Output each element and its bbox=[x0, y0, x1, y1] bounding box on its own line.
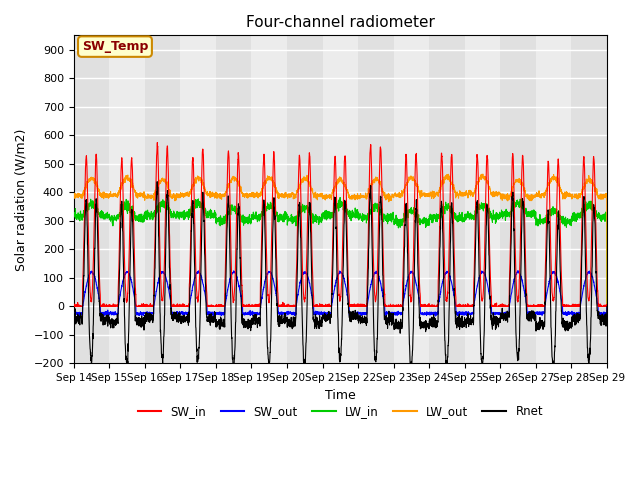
LW_in bbox=[131, 211, 138, 216]
Y-axis label: Solar radiation (W/m2): Solar radiation (W/m2) bbox=[15, 128, 28, 271]
Title: Four-channel radiometer: Four-channel radiometer bbox=[246, 15, 435, 30]
LW_out bbox=[70, 194, 77, 200]
Legend: SW_in, SW_out, LW_in, LW_out, Rnet: SW_in, SW_out, LW_in, LW_out, Rnet bbox=[133, 401, 548, 423]
Line: SW_out: SW_out bbox=[74, 271, 607, 316]
SW_out bbox=[175, 313, 183, 319]
SW_out bbox=[593, 296, 601, 301]
Line: LW_out: LW_out bbox=[74, 174, 607, 306]
LW_in bbox=[275, 216, 282, 221]
Bar bbox=[287, 36, 323, 363]
LW_out bbox=[479, 171, 486, 177]
X-axis label: Time: Time bbox=[325, 389, 356, 402]
Rnet bbox=[536, 321, 543, 327]
LW_out bbox=[131, 188, 138, 194]
LW_in bbox=[298, 209, 305, 215]
Bar bbox=[358, 36, 394, 363]
Bar bbox=[145, 36, 180, 363]
SW_out bbox=[70, 310, 77, 315]
SW_out bbox=[275, 311, 282, 316]
Rnet bbox=[603, 303, 611, 309]
Rnet bbox=[131, 292, 138, 298]
LW_out bbox=[536, 191, 543, 196]
Rnet bbox=[275, 321, 282, 326]
SW_in bbox=[593, 260, 600, 266]
Bar bbox=[252, 36, 287, 363]
SW_out bbox=[603, 303, 611, 309]
LW_in bbox=[70, 212, 77, 217]
SW_in bbox=[536, 303, 543, 309]
Line: LW_in: LW_in bbox=[74, 197, 607, 306]
Rnet bbox=[298, 286, 305, 292]
Rnet bbox=[70, 315, 77, 321]
LW_in bbox=[536, 221, 543, 227]
Bar bbox=[323, 36, 358, 363]
SW_in bbox=[298, 226, 305, 231]
Rnet bbox=[407, 368, 415, 373]
Bar bbox=[394, 36, 429, 363]
Rnet bbox=[163, 207, 170, 213]
Rnet bbox=[593, 300, 601, 306]
Line: Rnet: Rnet bbox=[74, 181, 607, 371]
LW_out bbox=[163, 181, 170, 187]
Bar bbox=[109, 36, 145, 363]
Bar bbox=[536, 36, 572, 363]
LW_out bbox=[298, 177, 305, 182]
Bar bbox=[429, 36, 465, 363]
Bar bbox=[465, 36, 500, 363]
LW_in bbox=[336, 194, 344, 200]
SW_out bbox=[163, 276, 170, 281]
Bar bbox=[500, 36, 536, 363]
Rnet bbox=[154, 179, 161, 184]
SW_in bbox=[603, 303, 611, 309]
LW_in bbox=[163, 207, 170, 213]
LW_out bbox=[603, 303, 611, 309]
SW_out bbox=[514, 268, 522, 274]
SW_in bbox=[154, 140, 161, 145]
SW_in bbox=[70, 303, 77, 309]
LW_in bbox=[593, 214, 600, 219]
Text: SW_Temp: SW_Temp bbox=[82, 40, 148, 53]
Bar bbox=[180, 36, 216, 363]
SW_out bbox=[298, 275, 305, 281]
LW_in bbox=[603, 303, 611, 309]
LW_out bbox=[275, 191, 282, 196]
LW_out bbox=[593, 191, 600, 196]
Line: SW_in: SW_in bbox=[74, 143, 607, 306]
SW_out bbox=[131, 295, 138, 301]
Bar bbox=[572, 36, 607, 363]
SW_in bbox=[163, 162, 170, 168]
SW_in bbox=[131, 262, 138, 267]
Bar bbox=[74, 36, 109, 363]
SW_out bbox=[536, 311, 543, 317]
SW_in bbox=[275, 303, 282, 309]
Bar bbox=[216, 36, 252, 363]
